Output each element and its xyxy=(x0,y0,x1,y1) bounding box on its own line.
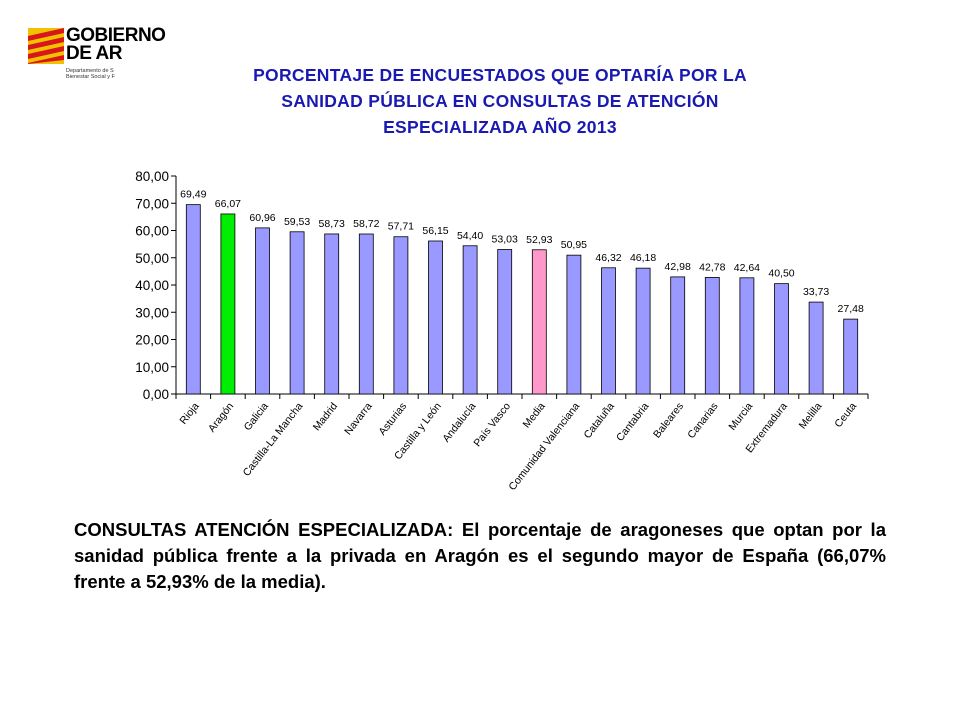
bar-value-label: 59,53 xyxy=(284,216,310,228)
y-tick-label: 60,00 xyxy=(135,224,169,239)
y-tick-label: 80,00 xyxy=(135,169,169,184)
bar-value-label: 56,15 xyxy=(422,225,448,237)
x-category-label: Cataluña xyxy=(582,400,617,441)
bar xyxy=(185,204,201,395)
bar-value-label: 42,64 xyxy=(734,262,760,274)
bar xyxy=(670,276,686,395)
bar-value-label: 42,98 xyxy=(665,261,691,273)
logo-department: Departamento de S Bienestar Social y F xyxy=(66,68,115,80)
chart-title-line-1: PORCENTAJE DE ENCUESTADOS QUE OPTARÍA PO… xyxy=(253,65,747,85)
y-tick-label: 30,00 xyxy=(135,305,169,320)
bar xyxy=(220,213,236,395)
bar xyxy=(428,240,443,395)
y-tick-label: 50,00 xyxy=(135,251,169,266)
x-category-label: Melilla xyxy=(797,400,825,431)
bar xyxy=(635,267,651,395)
x-category-label: Comunidad Valenciana xyxy=(506,400,582,492)
y-tick-label: 0,00 xyxy=(143,387,169,402)
x-category-label: Canarias xyxy=(685,400,720,441)
bar-value-label: 58,72 xyxy=(353,218,379,230)
bar xyxy=(289,231,305,395)
x-category-label: Baleares xyxy=(651,400,686,440)
logo-department-line-2: Bienestar Social y F xyxy=(66,74,115,80)
bar xyxy=(739,277,755,395)
bar-value-label: 58,73 xyxy=(319,218,345,230)
bar xyxy=(566,254,582,395)
bar-value-label: 42,78 xyxy=(699,261,725,273)
x-category-label: Asturias xyxy=(376,400,409,437)
bar-value-label: 46,32 xyxy=(595,252,621,264)
x-category-label: Murcia xyxy=(726,400,755,432)
bar xyxy=(704,277,720,395)
bar xyxy=(497,249,513,395)
chart-title-line-2: SANIDAD PÚBLICA EN CONSULTAS DE ATENCIÓN xyxy=(281,91,719,111)
logo-department-line-1: Departamento de S xyxy=(66,68,114,74)
x-category-label: Madrid xyxy=(311,400,340,433)
bar-value-label: 57,71 xyxy=(388,221,414,233)
x-category-label: Rioja xyxy=(177,400,201,426)
bar-value-label: 69,49 xyxy=(180,189,206,201)
x-category-label: Galicia xyxy=(242,400,271,433)
y-tick-label: 10,00 xyxy=(135,360,169,375)
bar-value-label: 27,48 xyxy=(838,303,864,315)
bar xyxy=(393,236,409,395)
bar xyxy=(531,249,547,395)
bar-value-label: 54,40 xyxy=(457,230,483,242)
bar-value-label: 40,50 xyxy=(768,268,794,280)
x-category-label: Aragón xyxy=(206,400,236,434)
bar-value-label: 50,95 xyxy=(561,239,587,251)
x-category-label: Castilla-La Mancha xyxy=(241,400,306,478)
bar xyxy=(601,267,616,395)
x-category-label: Media xyxy=(521,400,548,430)
x-category-label: Navarra xyxy=(342,400,375,437)
bar-value-label: 46,18 xyxy=(630,252,656,264)
chart-title: PORCENTAJE DE ENCUESTADOS QUE OPTARÍA PO… xyxy=(160,62,840,140)
bar xyxy=(462,245,478,395)
description-text: CONSULTAS ATENCIÓN ESPECIALIZADA: El por… xyxy=(74,519,886,592)
bar xyxy=(358,233,374,395)
bar-value-label: 52,93 xyxy=(526,234,552,246)
logo-name-line-2: DE AR xyxy=(66,43,122,64)
y-tick-label: 20,00 xyxy=(135,333,169,348)
bar-value-label: 33,73 xyxy=(803,286,829,298)
bar xyxy=(843,318,859,395)
bar xyxy=(808,301,824,395)
bar-value-label: 66,07 xyxy=(215,198,241,210)
y-tick-label: 40,00 xyxy=(135,278,169,293)
bar xyxy=(774,283,789,395)
bar-chart: 0,00 10,00 20,00 30,00 40,00 50,00 60,00 70,00 8… xyxy=(135,169,869,493)
y-tick-label: 70,00 xyxy=(135,196,169,211)
bar xyxy=(255,227,270,395)
bar-value-label: 60,96 xyxy=(249,212,275,224)
chart-title-line-3: ESPECIALIZADA AÑO 2013 xyxy=(383,117,617,137)
x-category-label: Cantabria xyxy=(614,400,652,443)
bar-value-label: 53,03 xyxy=(492,233,518,245)
x-category-label: Andalucía xyxy=(440,400,478,444)
aragon-flag-icon xyxy=(28,28,64,64)
x-category-label: Ceuta xyxy=(832,400,859,430)
logo-name-line-1: GOBIERNO xyxy=(66,25,166,46)
bar xyxy=(324,233,340,395)
logo-name: GOBIERNO DE AR xyxy=(66,25,166,64)
